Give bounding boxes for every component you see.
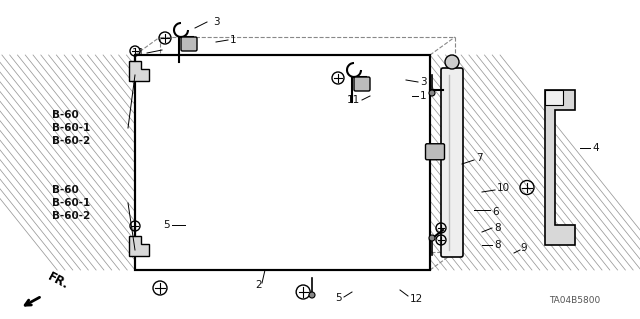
Text: 7: 7 — [476, 153, 483, 163]
Text: B-60-1: B-60-1 — [52, 198, 90, 208]
Circle shape — [309, 292, 315, 298]
Polygon shape — [545, 90, 575, 245]
Text: 4: 4 — [592, 143, 598, 153]
Text: 5: 5 — [335, 293, 342, 303]
Text: 9: 9 — [520, 243, 527, 253]
Text: 8: 8 — [494, 223, 500, 233]
Text: 3: 3 — [213, 17, 220, 27]
Circle shape — [429, 90, 435, 96]
Text: B-60-1: B-60-1 — [52, 123, 90, 133]
Text: 8: 8 — [494, 240, 500, 250]
Circle shape — [429, 235, 435, 241]
Text: 6: 6 — [492, 207, 499, 217]
FancyBboxPatch shape — [441, 68, 463, 257]
Text: 12: 12 — [410, 294, 423, 304]
FancyBboxPatch shape — [426, 144, 445, 160]
Text: B-60-2: B-60-2 — [52, 136, 90, 146]
Text: 3: 3 — [420, 77, 427, 87]
Text: 10: 10 — [497, 183, 510, 193]
Text: 1: 1 — [230, 35, 237, 45]
Text: B-60: B-60 — [52, 110, 79, 120]
Text: FR.: FR. — [45, 270, 70, 292]
Text: 2: 2 — [255, 280, 262, 290]
Polygon shape — [129, 61, 149, 81]
Text: B-60-2: B-60-2 — [52, 211, 90, 221]
Polygon shape — [129, 236, 149, 256]
Text: 11: 11 — [132, 48, 145, 58]
Text: 1: 1 — [420, 91, 427, 101]
FancyBboxPatch shape — [181, 37, 197, 51]
Text: 5: 5 — [163, 220, 170, 230]
FancyBboxPatch shape — [354, 77, 370, 91]
Text: B-60: B-60 — [52, 185, 79, 195]
Circle shape — [445, 55, 459, 69]
Text: 11: 11 — [347, 95, 360, 105]
Text: TA04B5800: TA04B5800 — [548, 296, 600, 305]
Bar — [135, 55, 430, 270]
Bar — [135, 55, 430, 270]
Bar — [545, 90, 563, 105]
